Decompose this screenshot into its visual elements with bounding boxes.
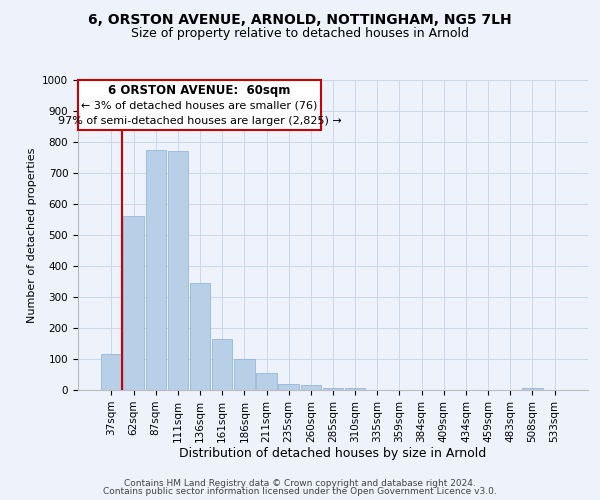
Text: Contains HM Land Registry data © Crown copyright and database right 2024.: Contains HM Land Registry data © Crown c… [124,478,476,488]
Bar [301,386,321,390]
Bar [345,388,365,390]
Bar [522,388,542,390]
Bar [278,384,299,390]
Bar [167,152,188,390]
Bar [323,388,343,390]
Bar [190,283,210,390]
Text: ← 3% of detached houses are smaller (76): ← 3% of detached houses are smaller (76) [81,101,317,111]
Bar [234,359,254,390]
Bar [256,373,277,390]
Text: Size of property relative to detached houses in Arnold: Size of property relative to detached ho… [131,28,469,40]
X-axis label: Distribution of detached houses by size in Arnold: Distribution of detached houses by size … [179,448,487,460]
Bar [124,216,144,390]
Bar [101,354,122,390]
FancyBboxPatch shape [78,80,321,130]
Text: 97% of semi-detached houses are larger (2,825) →: 97% of semi-detached houses are larger (… [58,116,341,126]
Text: 6 ORSTON AVENUE:  60sqm: 6 ORSTON AVENUE: 60sqm [108,84,290,98]
Text: 6, ORSTON AVENUE, ARNOLD, NOTTINGHAM, NG5 7LH: 6, ORSTON AVENUE, ARNOLD, NOTTINGHAM, NG… [88,12,512,26]
Y-axis label: Number of detached properties: Number of detached properties [26,148,37,322]
Bar [212,339,232,390]
Bar [146,150,166,390]
Text: Contains public sector information licensed under the Open Government Licence v3: Contains public sector information licen… [103,487,497,496]
